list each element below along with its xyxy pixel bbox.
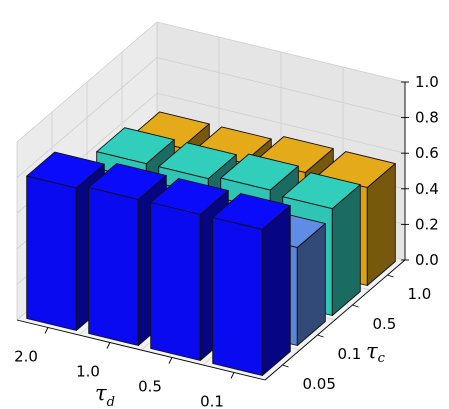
- x-tick-mark: [106, 342, 111, 349]
- bar-side-face: [331, 184, 361, 316]
- x-axis-line: [16, 319, 266, 381]
- bar-front-face: [88, 187, 139, 346]
- x-axis-title: τd: [95, 381, 115, 409]
- bar-side-face: [261, 205, 291, 376]
- x-tick-mark: [168, 357, 173, 364]
- bar-side-face: [296, 223, 326, 346]
- x-tick-label: 0.5: [138, 378, 162, 396]
- x-axis-title-symbol: τ: [95, 381, 107, 405]
- y-axis-title: τc: [366, 339, 386, 366]
- bar-front-face: [150, 202, 201, 361]
- x-tick-label: 1.0: [76, 363, 100, 381]
- x-tick-mark: [44, 327, 49, 334]
- wall-gridline-z: [16, 21, 406, 143]
- x-tick-label: 2.0: [14, 348, 38, 366]
- z-tick-label: 1.0: [415, 73, 439, 91]
- bar-front-face: [212, 217, 263, 376]
- z-tick-label: 0.2: [415, 215, 439, 233]
- z-tick-label: 0.0: [415, 251, 439, 269]
- z-tick-label: 0.8: [415, 109, 439, 127]
- x-tick-label: 0.1: [200, 393, 224, 409]
- z-tick-label: 0.6: [415, 144, 439, 162]
- y-tick-label: 0.5: [373, 315, 397, 333]
- x-axis-title-subscript: d: [107, 395, 115, 409]
- y-tick-label: 0.1: [338, 345, 362, 363]
- x-tick-mark: [230, 372, 235, 379]
- y-tick-mark: [282, 364, 289, 368]
- y-axis-line: [264, 259, 406, 381]
- bar-front-face: [26, 175, 77, 331]
- wall-gridline-z: [16, 57, 406, 178]
- z-tick-label: 0.4: [415, 180, 439, 198]
- y-tick-mark: [387, 274, 394, 278]
- y-tick-mark: [352, 304, 359, 308]
- y-tick-mark: [317, 334, 324, 338]
- y-axis-title-symbol: τ: [366, 339, 378, 363]
- y-axis-title-subscript: c: [378, 351, 386, 366]
- y-tick-label: 1.0: [408, 285, 432, 303]
- bar-side-face: [366, 163, 396, 286]
- y-tick-label: 0.05: [303, 375, 336, 393]
